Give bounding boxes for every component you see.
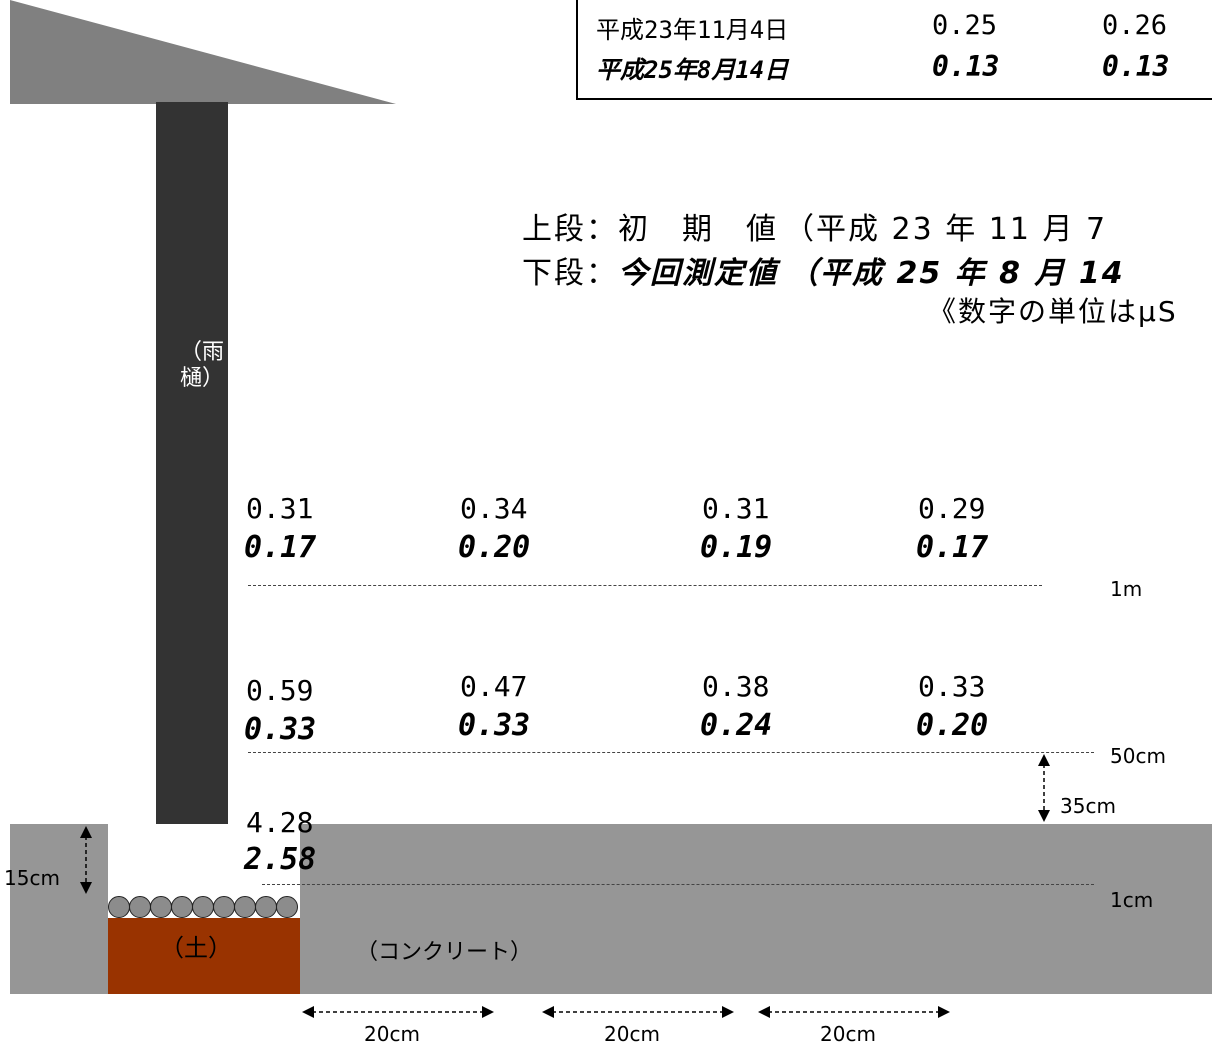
concrete-label: （コンクリート） <box>356 940 533 965</box>
measurement-current: 0.24 <box>700 708 773 743</box>
legend-lower: 下段：今回測定値 （平成 25 年 8 月 14 <box>522 248 1125 292</box>
measurement-current: 0.17 <box>244 530 317 565</box>
measurement-current: 0.17 <box>916 530 989 565</box>
measurement-current: 2.58 <box>244 842 317 877</box>
dimension-arrow-35cm <box>1038 754 1050 822</box>
height-line-1m <box>248 585 1042 586</box>
spacing-arrow <box>758 1006 950 1018</box>
measurement-initial: 0.34 <box>460 492 528 525</box>
measurement-current: 0.20 <box>458 530 531 565</box>
stone <box>192 896 214 918</box>
stone <box>171 896 193 918</box>
measurement-current: 0.33 <box>458 708 531 743</box>
legend-lower-date: （平成 25 年 8 月 14 <box>788 256 1125 291</box>
measurement-initial: 0.47 <box>460 670 528 703</box>
stone <box>150 896 172 918</box>
stone <box>276 896 298 918</box>
height-line-50cm <box>248 752 1094 753</box>
date-row-value-2: 0.13 <box>1102 50 1170 83</box>
height-label-1cm: 1cm <box>1110 888 1154 912</box>
stone <box>108 896 130 918</box>
height-line-1cm <box>262 884 1094 885</box>
spacing-arrow <box>302 1006 494 1018</box>
stone <box>234 896 256 918</box>
soil-area <box>108 918 300 994</box>
measurement-initial: 0.59 <box>246 674 314 707</box>
date-row-value-1: 0.25 <box>932 10 998 41</box>
measurement-current: 0.19 <box>700 530 773 565</box>
legend-upper: 上段：初 期 値（平成 23 年 11 月 7 <box>522 204 1107 248</box>
spacing-label: 20cm <box>820 1022 876 1046</box>
height-label-1m: 1m <box>1110 577 1143 601</box>
date-row-value-2: 0.26 <box>1102 10 1168 41</box>
measurement-initial: 0.31 <box>702 492 770 525</box>
spacing-label: 20cm <box>364 1022 420 1046</box>
legend-upper-label: 上段：初 期 値 <box>522 212 778 247</box>
measurement-initial: 0.31 <box>246 492 314 525</box>
date-row-date: 平成25年8月14日 <box>596 56 789 84</box>
concrete-left <box>10 824 108 994</box>
dimension-arrow-15cm <box>80 826 92 894</box>
rain-gutter <box>156 102 228 848</box>
stone <box>255 896 277 918</box>
legend-lower-value-label: 今回測定値 <box>618 256 778 291</box>
legend-lower-label: 下段： <box>522 256 618 291</box>
date-row-date: 平成23年11月4日 <box>596 16 789 44</box>
date-row-value-1: 0.13 <box>932 50 1000 83</box>
spacing-label: 20cm <box>604 1022 660 1046</box>
dimension-label-15cm: 15cm <box>4 866 60 890</box>
measurement-initial: 0.38 <box>702 670 770 703</box>
dimension-label-35cm: 35cm <box>1060 794 1116 818</box>
roof-shape <box>10 0 396 104</box>
soil-label: （土） <box>160 934 232 962</box>
stone <box>129 896 151 918</box>
gutter-label: （雨樋） <box>180 340 225 391</box>
date-table: 平成23年11月4日 0.25 0.26 平成25年8月14日 0.13 0.1… <box>576 0 1212 100</box>
concrete-right <box>300 824 1212 994</box>
legend-upper-date: （平成 23 年 11 月 7 <box>784 212 1108 247</box>
stone <box>213 896 235 918</box>
measurement-initial: 0.33 <box>918 670 986 703</box>
measurement-initial: 0.29 <box>918 492 986 525</box>
measurement-current: 0.20 <box>916 708 989 743</box>
height-label-50cm: 50cm <box>1110 744 1166 768</box>
legend-unit-note: 《数字の単位はμS <box>928 295 1178 328</box>
spacing-arrow <box>542 1006 734 1018</box>
measurement-initial: 4.28 <box>246 806 314 839</box>
measurement-current: 0.33 <box>244 712 317 747</box>
